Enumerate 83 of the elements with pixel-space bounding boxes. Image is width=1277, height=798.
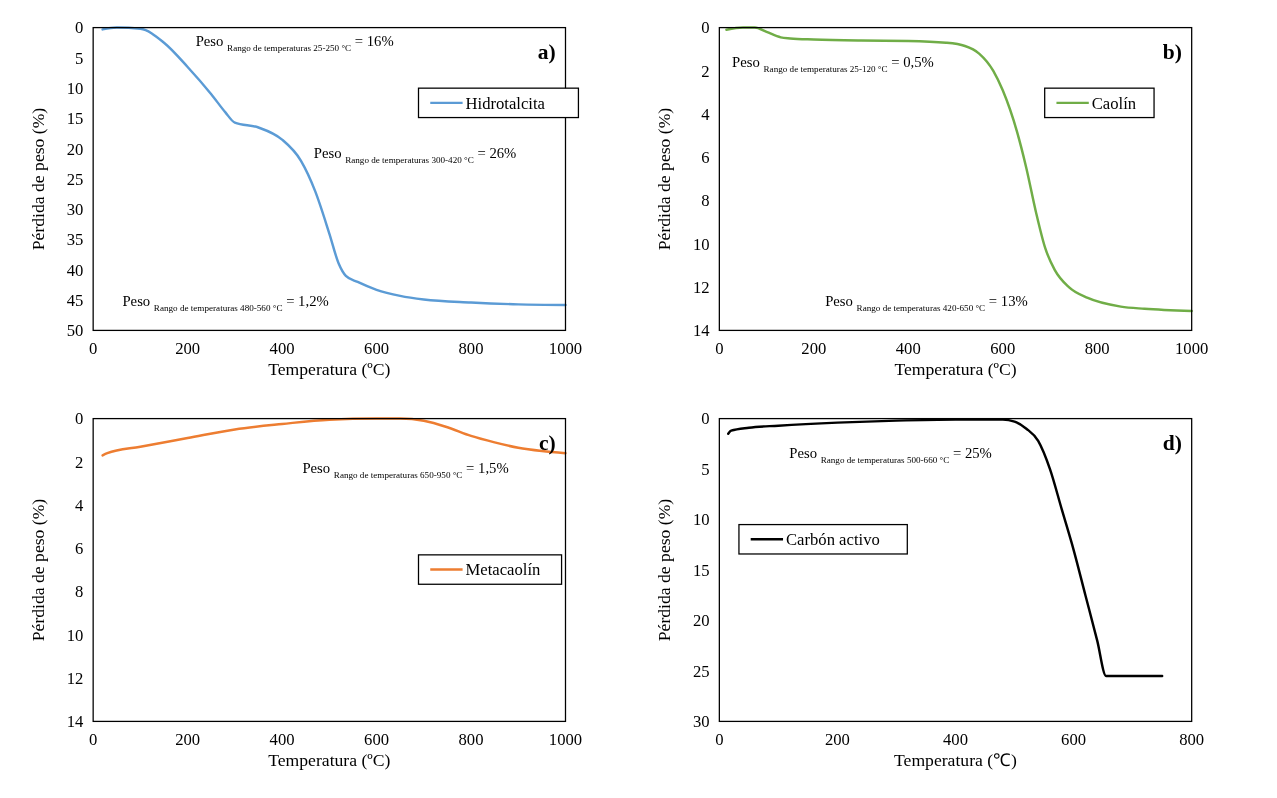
x-tick-label: 0 bbox=[715, 729, 724, 749]
y-axis-title: Pérdida de peso (%) bbox=[28, 107, 49, 251]
x-tick-label: 0 bbox=[715, 338, 724, 358]
x-tick-label: 200 bbox=[175, 338, 201, 358]
x-tick-label: 600 bbox=[364, 729, 390, 749]
text: a) bbox=[537, 39, 556, 64]
y-tick-label: 25 bbox=[66, 169, 84, 189]
annotation: Peso $_{Rango de temperaturas 25-120 °C}$ = 0,5% bbox=[732, 53, 934, 74]
y-axis-title: Pérdida de peso (%) bbox=[654, 107, 675, 251]
y-tick-label: 0 bbox=[75, 18, 84, 38]
line-series bbox=[101, 417, 567, 457]
y-tick-label: 0 bbox=[701, 18, 710, 38]
x-tick-label: 400 bbox=[943, 729, 968, 749]
x-axis-title: Temperatura (ºC) bbox=[268, 750, 391, 771]
x-tick-label: 200 bbox=[824, 729, 850, 749]
y-tick-label: 5 bbox=[701, 459, 710, 479]
y-tick-label: 30 bbox=[66, 200, 84, 220]
y-tick-label: 30 bbox=[692, 712, 710, 732]
x-tick-label: 600 bbox=[990, 338, 1016, 358]
annotation: Peso $_{Rango de temperaturas 480-560 °C}$ = 1,2% bbox=[122, 293, 329, 314]
y-tick-label: 2 bbox=[701, 61, 710, 81]
y-axis-title: Pérdida de peso (%) bbox=[28, 498, 49, 642]
legend-label: Carbón activo bbox=[785, 530, 880, 550]
legend-label: Metacaolín bbox=[465, 560, 542, 580]
annotation: Peso $_{Rango de temperaturas 420-650 °C}$ = 13% bbox=[825, 293, 1028, 314]
y-tick-label: 8 bbox=[701, 191, 710, 211]
annotation: Peso $_{Rango de temperaturas 300-420 °C}$ = 26% bbox=[313, 144, 517, 165]
y-tick-label: 12 bbox=[692, 277, 710, 297]
annotation: Peso $_{Rango de temperaturas 500-660 °C}$ = 25% bbox=[789, 444, 992, 465]
y-tick-label: 20 bbox=[692, 611, 710, 631]
x-tick-label: 0 bbox=[88, 338, 98, 358]
x-axis-title: Temperatura (℃) bbox=[894, 750, 1018, 771]
y-tick-label: 15 bbox=[692, 560, 710, 580]
x-tick-label: 400 bbox=[895, 338, 921, 358]
y-tick-label: 10 bbox=[692, 510, 710, 530]
x-tick-label: 800 bbox=[1179, 729, 1205, 749]
y-tick-label: 8 bbox=[75, 582, 84, 602]
y-tick-label: 45 bbox=[66, 290, 84, 310]
y-tick-label: 25 bbox=[692, 661, 710, 681]
text: b) bbox=[1162, 39, 1182, 64]
text: c) bbox=[538, 430, 556, 455]
y-tick-label: 0 bbox=[75, 409, 84, 429]
y-tick-label: 10 bbox=[66, 625, 84, 645]
x-tick-label: 1000 bbox=[1175, 338, 1209, 358]
y-tick-label: 15 bbox=[66, 109, 84, 129]
y-tick-label: 6 bbox=[75, 539, 84, 559]
y-axis-title: Pérdida de peso (%) bbox=[654, 498, 675, 642]
y-tick-label: 40 bbox=[66, 260, 84, 280]
legend-label: Hidrotalcita bbox=[465, 93, 546, 113]
y-tick-label: 14 bbox=[66, 712, 85, 732]
y-tick-label: 10 bbox=[66, 78, 84, 98]
y-tick-label: 50 bbox=[66, 321, 84, 341]
y-tick-label: 10 bbox=[692, 234, 710, 254]
x-tick-label: 200 bbox=[175, 729, 201, 749]
x-tick-label: 1000 bbox=[548, 338, 583, 358]
line-series bbox=[101, 26, 567, 307]
annotation: Peso $_{Rango de temperaturas 650-950 °C}$ = 1,5% bbox=[302, 460, 509, 481]
y-tick-label: 20 bbox=[66, 139, 84, 159]
line-series bbox=[725, 26, 1193, 313]
y-tick-label: 2 bbox=[75, 452, 84, 472]
y-tick-label: 14 bbox=[692, 321, 711, 341]
annotation: Peso $_{Rango de temperaturas 25-250 °C}$ = 16% bbox=[195, 32, 394, 53]
x-tick-label: 800 bbox=[1084, 338, 1110, 358]
x-tick-label: 800 bbox=[458, 729, 484, 749]
x-tick-label: 200 bbox=[801, 338, 827, 358]
y-tick-label: 6 bbox=[701, 148, 710, 168]
x-tick-label: 800 bbox=[458, 338, 484, 358]
y-tick-label: 5 bbox=[75, 48, 84, 68]
y-tick-label: 4 bbox=[701, 104, 711, 124]
x-tick-label: 400 bbox=[269, 729, 295, 749]
x-tick-label: 600 bbox=[1061, 729, 1087, 749]
x-tick-label: 0 bbox=[88, 729, 98, 749]
y-tick-label: 4 bbox=[75, 495, 85, 515]
y-tick-label: 0 bbox=[701, 409, 710, 429]
x-tick-label: 400 bbox=[269, 338, 295, 358]
x-axis-title: Temperatura (ºC) bbox=[268, 359, 391, 380]
text: d) bbox=[1162, 430, 1182, 455]
legend-label: Caolín bbox=[1091, 93, 1137, 113]
y-tick-label: 35 bbox=[66, 230, 84, 250]
x-tick-label: 600 bbox=[364, 338, 390, 358]
x-tick-label: 1000 bbox=[548, 729, 583, 749]
x-axis-title: Temperatura (ºC) bbox=[894, 359, 1017, 380]
y-tick-label: 12 bbox=[66, 668, 84, 688]
